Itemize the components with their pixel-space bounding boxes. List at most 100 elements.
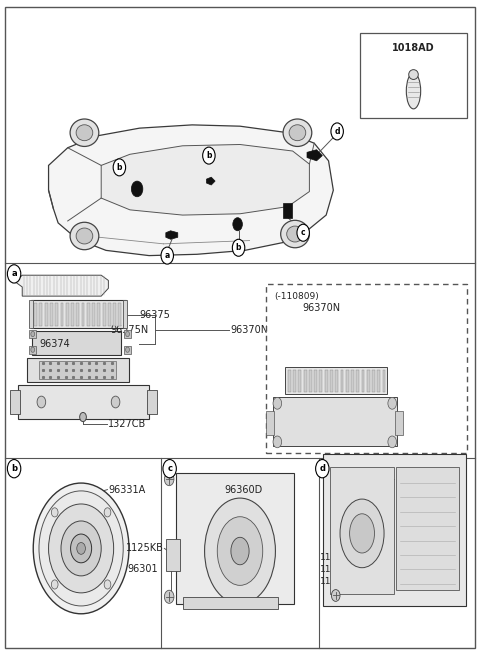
Text: 96360D: 96360D [224,485,263,495]
Circle shape [164,473,174,485]
FancyBboxPatch shape [32,331,121,355]
Polygon shape [101,145,310,215]
Bar [124,330,131,338]
Polygon shape [206,177,215,185]
Ellipse shape [76,228,93,244]
Text: b: b [236,243,241,252]
Circle shape [273,398,282,409]
Ellipse shape [340,499,384,568]
Text: b: b [117,163,122,172]
Ellipse shape [289,124,306,141]
Bar [299,370,301,392]
Bar [66,303,69,326]
Ellipse shape [287,226,303,242]
Circle shape [31,347,35,352]
FancyBboxPatch shape [31,300,126,328]
Bar [383,370,385,392]
Bar [288,370,291,392]
Circle shape [132,181,143,196]
Bar [293,370,296,392]
Circle shape [71,534,92,563]
Circle shape [164,590,174,603]
Circle shape [233,217,242,231]
Circle shape [316,460,329,478]
FancyBboxPatch shape [176,473,294,604]
Bar [166,539,180,571]
Ellipse shape [408,69,418,79]
Circle shape [77,542,85,554]
Bar [45,303,48,326]
Circle shape [388,398,396,409]
Ellipse shape [70,222,99,250]
Bar [39,303,42,326]
FancyBboxPatch shape [273,397,396,447]
Bar [113,303,116,326]
Ellipse shape [76,124,93,141]
Circle shape [104,580,111,589]
Bar [29,300,33,328]
Circle shape [104,508,111,517]
Bar [367,370,370,392]
Bar [395,411,403,436]
Bar [361,370,364,392]
Circle shape [33,483,129,614]
Circle shape [273,436,282,448]
Circle shape [7,460,21,478]
Polygon shape [15,275,108,296]
Bar [351,370,354,392]
Circle shape [331,590,340,601]
Circle shape [51,580,58,589]
Bar [123,300,127,328]
Bar [330,370,333,392]
Ellipse shape [283,119,312,147]
Text: 96370N: 96370N [230,325,268,335]
Bar [76,303,79,326]
Bar [55,303,58,326]
Circle shape [232,239,245,256]
Bar [340,370,343,392]
Bar [124,303,127,326]
Polygon shape [10,390,20,414]
Text: (-110809): (-110809) [275,291,319,301]
Text: 1018AD: 1018AD [392,43,435,53]
FancyBboxPatch shape [396,467,459,590]
Text: 1125KB: 1125KB [126,544,163,553]
Bar [92,303,95,326]
Bar [360,33,468,119]
Bar [87,303,90,326]
FancyBboxPatch shape [266,284,468,453]
Text: 1327CB: 1327CB [108,419,146,428]
Bar [320,370,323,392]
Text: 96301: 96301 [128,565,158,574]
Bar [283,203,292,217]
Ellipse shape [281,220,310,248]
Circle shape [163,460,176,478]
Bar [97,303,100,326]
Bar [29,330,36,338]
Text: b: b [206,151,212,160]
Text: d: d [335,127,340,136]
Polygon shape [166,231,178,239]
Text: 96375: 96375 [140,310,170,320]
Circle shape [161,247,173,264]
Bar [108,303,111,326]
Circle shape [331,123,343,140]
Text: 1125KC: 1125KC [321,576,355,586]
Bar [119,303,121,326]
Bar [50,303,53,326]
Bar [372,370,375,392]
Bar [71,303,74,326]
Ellipse shape [406,73,420,109]
Text: c: c [167,464,172,473]
Bar [60,303,63,326]
FancyBboxPatch shape [285,367,387,394]
FancyBboxPatch shape [330,467,394,593]
Bar [182,597,278,608]
Bar [346,370,348,392]
Bar [82,303,84,326]
Circle shape [126,347,130,352]
Text: c: c [301,228,305,237]
FancyBboxPatch shape [38,361,116,379]
Circle shape [80,413,86,422]
Polygon shape [48,125,333,255]
